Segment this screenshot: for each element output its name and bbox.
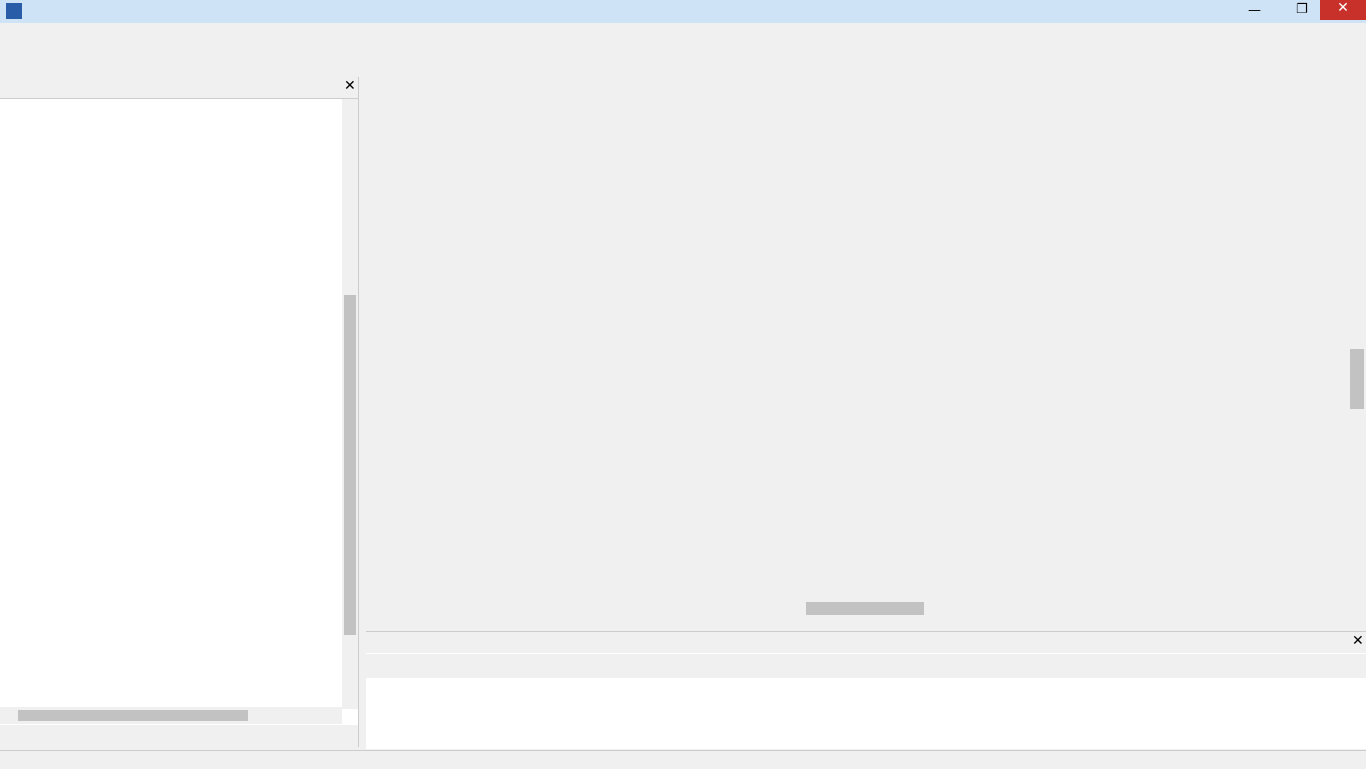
scroll-thumb[interactable] <box>1350 349 1364 409</box>
scroll-thumb[interactable] <box>806 602 924 615</box>
menu-bar <box>0 24 1366 46</box>
project-tree <box>0 99 342 709</box>
status-list <box>366 680 1348 749</box>
hscroll[interactable] <box>0 707 342 724</box>
app-icon <box>6 3 22 19</box>
pane-close[interactable]: ✕ <box>344 78 356 94</box>
pane-tabs <box>0 725 358 747</box>
graph <box>368 99 1348 600</box>
graph-vscroll[interactable] <box>1348 99 1366 600</box>
close[interactable]: ✕ <box>1320 0 1366 20</box>
title-bar: — ❐ ✕ <box>0 0 1366 23</box>
scroll-thumb[interactable] <box>344 295 356 635</box>
toolbar <box>0 48 1366 74</box>
status-header: ✕ <box>366 632 1366 653</box>
status-window: ✕ <box>366 631 1366 749</box>
vscroll[interactable] <box>342 99 358 709</box>
pane-header: ✕ <box>0 77 358 99</box>
restore[interactable]: ❐ <box>1296 2 1308 17</box>
document-tabs <box>366 77 1366 98</box>
status-close[interactable]: ✕ <box>1352 633 1364 649</box>
status-bar <box>0 750 1366 769</box>
scroll-thumb[interactable] <box>18 710 248 721</box>
minimize[interactable]: — <box>1248 3 1261 18</box>
graph-hscroll[interactable] <box>368 600 1348 617</box>
graph-view <box>368 99 1348 600</box>
project-pane: ✕ <box>0 77 359 747</box>
status-toolbar <box>366 654 1366 678</box>
